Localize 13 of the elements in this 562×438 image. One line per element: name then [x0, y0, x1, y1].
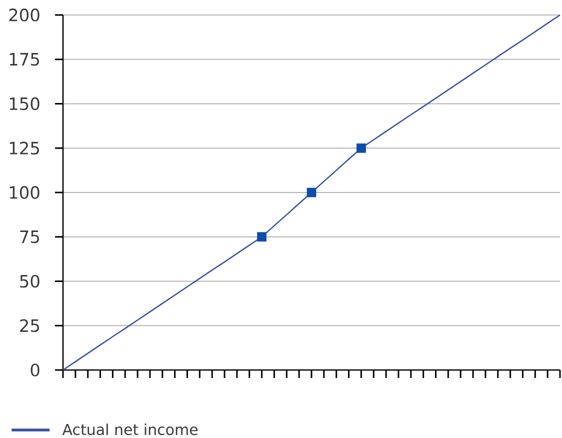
y-tick-label: 125: [10, 142, 39, 155]
y-tick-label: 200: [9, 8, 40, 22]
y-tick-label: 50: [20, 274, 40, 288]
legend-label: Actual net income: [62, 424, 198, 436]
point: [257, 232, 266, 242]
y-tick-label: 175: [10, 53, 39, 66]
point: [306, 188, 316, 198]
y-tick-label: 0: [30, 364, 40, 376]
point: [356, 143, 366, 153]
y-tick-label: 25: [20, 319, 39, 332]
y-tick-label: 150: [10, 97, 40, 110]
y-tick-label: 100: [10, 186, 40, 199]
y-tick-label: 75: [20, 230, 39, 244]
